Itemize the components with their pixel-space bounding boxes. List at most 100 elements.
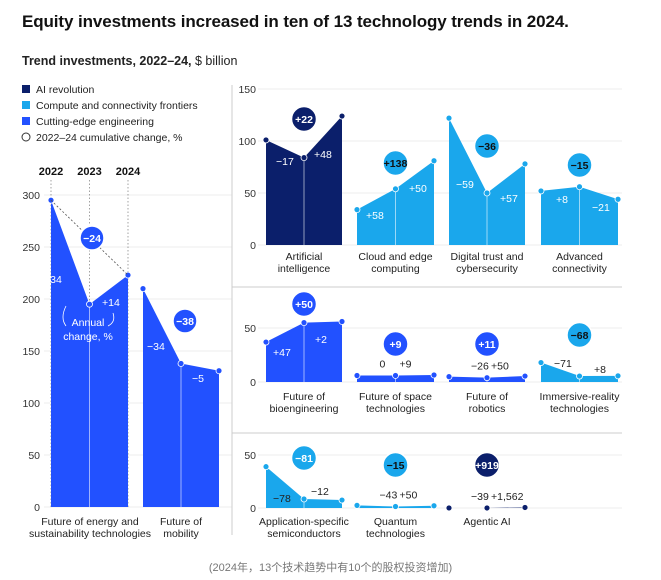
legend-label: AI revolution <box>36 84 95 96</box>
trend-area <box>449 118 525 245</box>
data-point <box>614 195 622 203</box>
trend-name: technologies <box>550 403 609 415</box>
year-label: 2023 <box>77 166 101 178</box>
y-tick-label: 150 <box>22 346 40 358</box>
trend-name: mobility <box>163 528 199 540</box>
trend-name: Artificial <box>286 251 323 263</box>
cumulative-change-badge <box>473 330 501 358</box>
data-point <box>353 206 361 214</box>
cumulative-change-badge <box>473 132 501 160</box>
trend-name: Quantum <box>374 516 417 528</box>
legend-label: Cutting-edge engineering <box>36 116 154 128</box>
y-tick-label: 0 <box>250 377 256 389</box>
data-point <box>338 496 346 504</box>
annual-change-label: +48 <box>314 149 332 161</box>
annual-change-label: +58 <box>366 210 384 222</box>
trend-name: Advanced <box>556 251 603 263</box>
annual-change-label: 0 <box>380 359 386 371</box>
data-point <box>483 374 491 382</box>
annual-change-label: +50 <box>409 183 427 195</box>
data-point <box>430 371 438 379</box>
chart-subtitle: Trend investments, 2022–24, $ billion <box>22 54 237 68</box>
annual-change-label: −21 <box>592 202 610 214</box>
subtitle-unit: $ billion <box>191 54 238 68</box>
data-point <box>300 319 308 327</box>
data-point <box>177 360 185 367</box>
data-point <box>576 183 583 191</box>
y-tick-label: 200 <box>22 294 40 306</box>
legend-label: 2022–24 cumulative change, % <box>36 132 183 144</box>
trend-name: sustainability technologies <box>29 528 151 540</box>
annual-change-label: +14 <box>102 297 120 309</box>
data-point <box>353 372 361 379</box>
data-point <box>392 185 399 193</box>
data-point <box>521 504 529 511</box>
data-point <box>521 372 529 380</box>
cumulative-change-value: −68 <box>571 330 589 342</box>
cumulative-change-value: −24 <box>83 233 101 245</box>
legend-swatch <box>22 101 30 109</box>
trend-name: Application-specific <box>259 516 349 528</box>
annual-change-label: +50 <box>400 490 418 502</box>
trend-name: Future of space <box>359 391 432 403</box>
cumulative-change-badge <box>79 225 105 251</box>
annual-change-label: +47 <box>273 347 291 359</box>
trend-area <box>266 466 342 508</box>
y-tick-label: 50 <box>28 450 40 462</box>
legend-swatch <box>22 85 30 93</box>
annotation-text: change, % <box>63 331 113 343</box>
legend-circle-marker <box>21 132 31 142</box>
annual-change-label: −39 <box>471 491 489 503</box>
data-point <box>392 503 399 510</box>
cumulative-change-badge <box>382 149 409 177</box>
data-point <box>300 154 308 162</box>
trend-name: connectivity <box>552 263 608 275</box>
annual-change-label: −59 <box>456 179 474 191</box>
data-point <box>262 338 270 346</box>
cumulative-change-value: +22 <box>295 114 313 126</box>
y-tick-label: 50 <box>244 188 256 200</box>
chart-title: Equity investments increased in ten of 1… <box>22 12 569 31</box>
cumulative-change-badge <box>290 105 318 133</box>
data-point <box>430 502 438 510</box>
annual-change-label: +57 <box>500 193 518 205</box>
cumulative-change-value: +9 <box>390 339 402 351</box>
legend-swatch <box>22 117 30 125</box>
cumulative-change-badge <box>382 330 409 358</box>
y-tick-label: 100 <box>22 398 40 410</box>
cumulative-change-value: −81 <box>295 453 313 465</box>
cumulative-change-value: +138 <box>384 158 408 170</box>
annual-change-label: +8 <box>556 194 568 206</box>
trend-name: Agentic AI <box>463 516 510 528</box>
data-point <box>139 285 147 293</box>
annotation-text: Annual <box>72 317 105 329</box>
trend-name: technologies <box>366 403 425 415</box>
cumulative-change-badge <box>566 151 593 179</box>
trend-name: Immersive-reality <box>540 391 621 403</box>
y-tick-label: 0 <box>250 503 256 515</box>
data-point <box>614 372 622 380</box>
y-tick-label: 250 <box>22 242 40 254</box>
trend-name: Future of <box>160 516 202 528</box>
data-point <box>537 359 545 366</box>
trend-name: Future of energy and <box>41 516 139 528</box>
data-point <box>338 112 346 120</box>
cumulative-change-value: −38 <box>176 316 194 328</box>
cumulative-change-badge <box>172 308 198 334</box>
annual-change-label: +50 <box>491 361 509 373</box>
chinese-caption: (2024年，13个技术趋势中有10个的股权投资增加) <box>208 562 453 574</box>
data-point <box>576 372 583 380</box>
data-point <box>300 495 308 503</box>
annual-change-label: +8 <box>594 364 606 376</box>
year-label: 2022 <box>39 166 63 178</box>
y-tick-label: 300 <box>22 190 40 202</box>
trend-area <box>449 507 525 508</box>
cumulative-change-value: −36 <box>478 141 496 153</box>
data-point <box>521 160 529 168</box>
trend-name: intelligence <box>278 263 331 275</box>
data-point <box>353 501 361 509</box>
trend-name: Cloud and edge <box>358 251 432 263</box>
trend-name: bioengineering <box>270 403 339 415</box>
cumulative-change-badge <box>473 451 501 479</box>
